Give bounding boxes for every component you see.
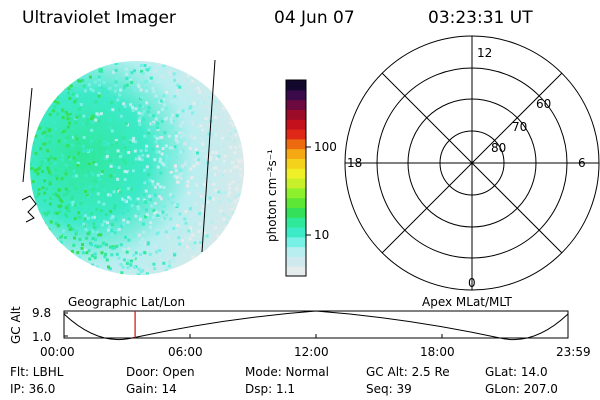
colorbar-stripe: [286, 187, 306, 199]
colorbar-stripe: [286, 197, 306, 208]
orbit-panel: [63, 310, 569, 341]
info-door: Door: Open: [126, 365, 195, 379]
limb-line-right: [201, 59, 216, 253]
colorbar-stripe: [286, 227, 306, 238]
polar-ring-60: 60: [536, 97, 552, 111]
info-seq: Seq: 39: [366, 382, 412, 396]
colorbar-stripe: [286, 148, 306, 159]
colorbar-stripe: [286, 207, 306, 218]
polar-label-6: 6: [578, 156, 586, 170]
polar-ring-80: 80: [491, 141, 507, 155]
info-gain: Gain: 14: [126, 382, 177, 396]
limb-line-left: [22, 87, 33, 183]
colorbar-stripe: [286, 178, 306, 189]
colorbar-stripe: [286, 246, 306, 257]
orbit-right-title: Apex MLat/MLT: [422, 295, 512, 309]
orbit-x-tick: 06:00: [168, 345, 203, 359]
orbit-x-tick: 00:00: [40, 345, 75, 359]
orbit-y-axis-label: GC Alt: [9, 306, 23, 344]
colorbar-stripe: [286, 109, 306, 120]
time-label: 03:23:31 UT: [428, 8, 533, 28]
polar-ring-70: 70: [512, 120, 528, 134]
polar-grid: [344, 35, 600, 291]
colorbar-stripe: [286, 80, 306, 91]
colorbar-tick-10: 10: [314, 228, 330, 242]
polar-label-18: 18: [347, 156, 363, 170]
info-gc-alt: GC Alt: 2.5 Re: [366, 365, 450, 379]
colorbar-stripe: [286, 266, 306, 277]
orbit-left-title: Geographic Lat/Lon: [68, 295, 186, 309]
colorbar-stripe: [286, 217, 306, 228]
info-dsp: Dsp: 1.1: [245, 382, 296, 396]
orbit-x-tick: 12:00: [294, 345, 329, 359]
colorbar-stripe: [286, 256, 306, 267]
colorbar-stripe: [286, 158, 306, 169]
colorbar-stripe: [286, 129, 306, 140]
info-glat: GLat: 14.0: [485, 365, 548, 379]
polar-label-12: 12: [477, 46, 493, 60]
colorbar-stripe: [286, 89, 306, 101]
colorbar-stripe: [286, 119, 306, 130]
colorbar-stripe: [286, 99, 306, 110]
info-flt: Flt: LBHL: [10, 365, 64, 379]
orbit-y-tick-bottom: 1.0: [32, 330, 52, 344]
instrument-title: Ultraviolet Imager: [22, 8, 176, 28]
date-label: 04 Jun 07: [274, 8, 355, 28]
orbit-y-tick-top: 9.8: [32, 306, 52, 320]
earth-disk-image: [30, 61, 244, 275]
colorbar-stripe: [286, 236, 306, 248]
orbit-x-tick: 18:00: [420, 345, 455, 359]
info-ip: IP: 36.0: [10, 382, 56, 396]
color-bar: [286, 80, 306, 277]
orbit-x-tick: 23:59: [556, 345, 591, 359]
colorbar-stripe: [286, 138, 306, 150]
info-glon: GLon: 207.0: [485, 382, 558, 396]
colorbar-units-label: photon cm⁻²s⁻¹: [265, 149, 279, 242]
info-mode: Mode: Normal: [245, 365, 329, 379]
coastline-outline: [21, 195, 37, 223]
polar-label-0: 0: [468, 276, 476, 290]
colorbar-stripe: [286, 168, 306, 179]
colorbar-tick-100: 100: [314, 140, 337, 154]
